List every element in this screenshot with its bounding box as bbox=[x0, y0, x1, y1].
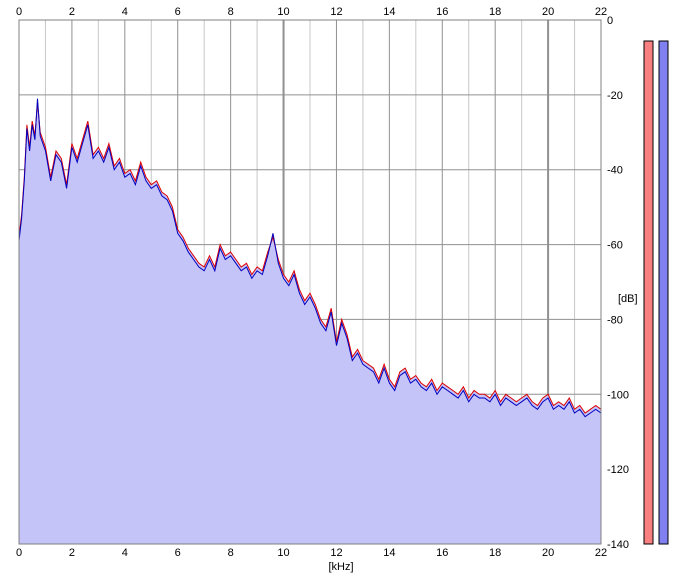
x-tick-label-top: 6 bbox=[175, 6, 181, 18]
x-tick-label-top: 0 bbox=[16, 6, 22, 18]
x-axis-label: [kHz] bbox=[328, 561, 353, 573]
x-tick-label-bottom: 6 bbox=[175, 547, 181, 559]
spectrum-fill bbox=[19, 98, 601, 544]
x-tick-label-top: 2 bbox=[69, 6, 75, 18]
y-tick-label: -80 bbox=[607, 314, 623, 326]
x-tick-label-top: 8 bbox=[228, 6, 234, 18]
x-tick-label-bottom: 2 bbox=[69, 547, 75, 559]
level-meter-left bbox=[643, 40, 654, 545]
x-tick-label-top: 16 bbox=[436, 6, 448, 18]
x-tick-label-top: 10 bbox=[277, 6, 289, 18]
y-tick-label: -140 bbox=[607, 539, 629, 551]
x-tick-label-bottom: 16 bbox=[436, 547, 448, 559]
y-tick-label: -40 bbox=[607, 165, 623, 177]
x-tick-label-bottom: 14 bbox=[383, 547, 395, 559]
y-tick-label: 0 bbox=[607, 15, 613, 27]
x-tick-label-top: 18 bbox=[489, 6, 501, 18]
y-tick-label: -100 bbox=[607, 389, 629, 401]
series-line bbox=[18, 102, 602, 414]
y-axis-right-ticks: 0 -20 -40 -60 -80 -100 -120 -140 bbox=[607, 15, 629, 551]
x-tick-label-bottom: 12 bbox=[330, 547, 342, 559]
plot-border bbox=[18, 19, 602, 545]
series-line bbox=[18, 98, 602, 418]
x-tick-label-bottom: 4 bbox=[122, 547, 128, 559]
x-tick-label-bottom: 20 bbox=[542, 547, 554, 559]
y-axis-label: [dB] bbox=[618, 293, 638, 305]
spectrum-area bbox=[19, 98, 601, 544]
x-tick-label-top: 14 bbox=[383, 6, 395, 18]
x-tick-label-top: 20 bbox=[542, 6, 554, 18]
x-tick-label-bottom: 18 bbox=[489, 547, 501, 559]
level-meters bbox=[643, 40, 669, 545]
x-tick-label-top: 4 bbox=[122, 6, 128, 18]
x-axis-top-ticks: 0 2 4 6 8 10 12 14 16 18 20 22 bbox=[16, 6, 607, 18]
level-meter-right bbox=[658, 40, 669, 545]
x-axis-bottom-ticks: 0 2 4 6 8 10 12 14 16 18 20 22 bbox=[16, 547, 607, 559]
y-tick-label: -20 bbox=[607, 90, 623, 102]
plot-frame bbox=[18, 19, 602, 545]
x-tick-label-bottom: 10 bbox=[277, 547, 289, 559]
y-tick-label: -60 bbox=[607, 240, 623, 252]
y-tick-label: -120 bbox=[607, 464, 629, 476]
spectrum-lines bbox=[18, 98, 602, 418]
x-tick-label-top: 22 bbox=[595, 6, 607, 18]
x-tick-label-bottom: 0 bbox=[16, 547, 22, 559]
x-tick-label-top: 12 bbox=[330, 6, 342, 18]
x-tick-label-bottom: 8 bbox=[228, 547, 234, 559]
x-tick-label-bottom: 22 bbox=[595, 547, 607, 559]
